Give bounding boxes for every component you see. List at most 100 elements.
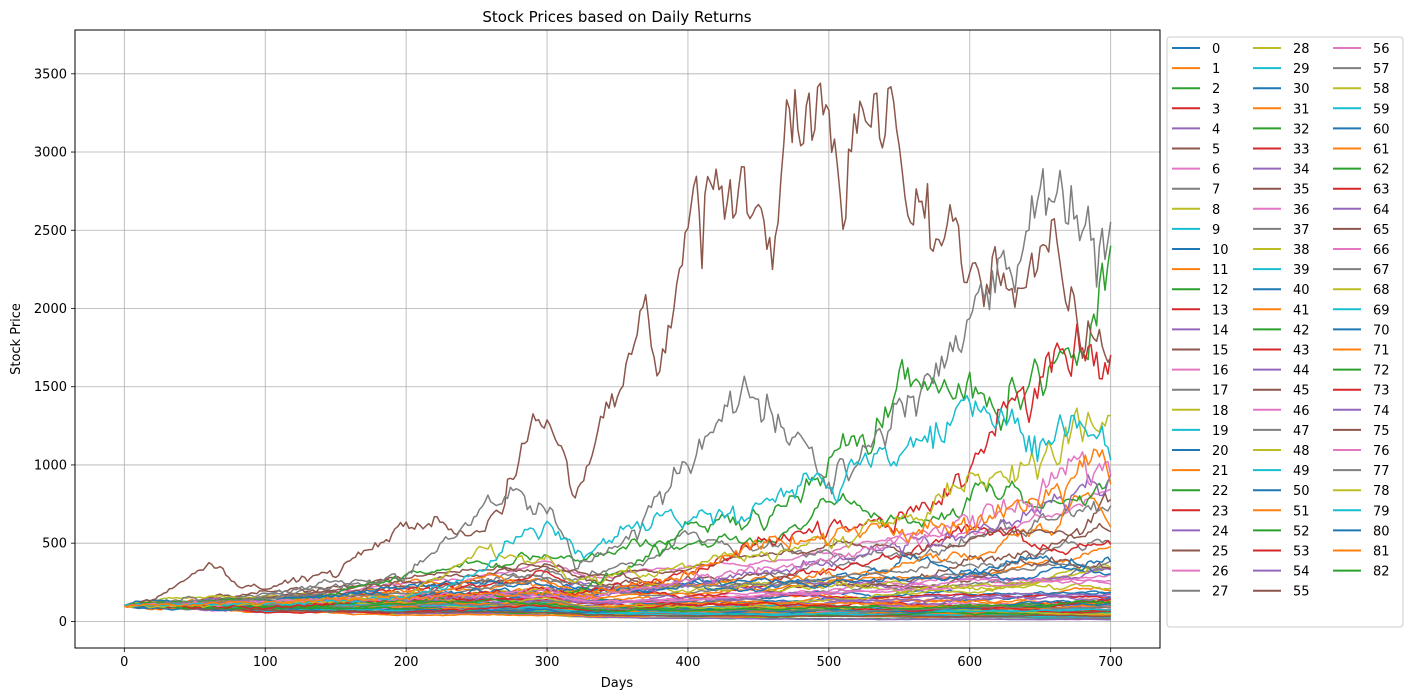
legend-label-57: 57 [1373,62,1390,77]
legend-label-61: 61 [1373,143,1390,158]
legend-label-45: 45 [1293,384,1310,399]
legend-label-37: 37 [1293,223,1310,238]
legend-label-15: 15 [1212,344,1229,359]
legend-label-67: 67 [1373,263,1390,278]
legend-label-54: 54 [1293,565,1310,580]
legend-label-21: 21 [1212,464,1229,479]
legend-label-10: 10 [1212,243,1229,258]
legend-label-36: 36 [1293,203,1310,218]
legend-label-71: 71 [1373,344,1390,359]
x-tick-label: 700 [1098,655,1123,670]
legend-label-24: 24 [1212,524,1229,539]
series-line-72 [123,479,1111,607]
legend-label-13: 13 [1212,303,1229,318]
legend-label-11: 11 [1212,263,1229,278]
series-line-35 [124,82,1112,607]
legend-label-79: 79 [1373,504,1390,519]
legend-label-82: 82 [1373,565,1390,580]
legend-label-34: 34 [1293,163,1310,178]
legend-label-50: 50 [1293,484,1310,499]
legend-label-60: 60 [1373,122,1390,137]
legend-label-19: 19 [1212,424,1229,439]
legend: 0123456789101112131415161718192021222324… [1166,36,1404,628]
legend-label-29: 29 [1293,62,1310,77]
series-lines [123,82,1112,621]
legend-label-40: 40 [1293,283,1310,298]
series-line-47 [124,500,1112,608]
series-line-76 [123,451,1112,608]
legend-label-58: 58 [1373,82,1390,97]
legend-label-30: 30 [1293,82,1310,97]
legend-label-69: 69 [1373,303,1390,318]
legend-label-20: 20 [1212,444,1229,459]
legend-label-35: 35 [1293,183,1310,198]
legend-label-65: 65 [1373,223,1390,238]
legend-label-8: 8 [1212,203,1220,218]
legend-label-68: 68 [1373,283,1390,298]
legend-label-22: 22 [1212,484,1229,499]
series-line-80 [124,556,1112,609]
legend-label-46: 46 [1293,404,1310,419]
series-line-66 [124,577,1111,607]
x-tick-label: 500 [816,655,841,670]
series-line-79 [124,394,1112,607]
legend-label-14: 14 [1212,323,1229,338]
legend-label-52: 52 [1293,524,1310,539]
legend-label-80: 80 [1373,524,1390,539]
legend-label-75: 75 [1373,424,1390,439]
legend-label-25: 25 [1212,545,1229,560]
x-tick-label: 600 [957,655,982,670]
series-line-37 [124,168,1112,607]
y-tick-label: 3000 [34,146,67,161]
legend-label-39: 39 [1293,263,1310,278]
legend-label-81: 81 [1373,545,1390,560]
legend-label-41: 41 [1293,303,1310,318]
legend-label-55: 55 [1293,585,1310,600]
legend-box [1166,36,1404,628]
legend-label-62: 62 [1373,163,1390,178]
legend-label-27: 27 [1212,585,1229,600]
series-line-65 [124,522,1112,607]
y-axis: 0 500 1000 1500 2000 2500 3000 3500 [34,67,75,630]
legend-label-44: 44 [1293,364,1310,379]
legend-label-47: 47 [1293,424,1310,439]
plot-frame [74,29,1161,649]
x-tick-label: 200 [394,655,419,670]
legend-label-42: 42 [1293,323,1310,338]
legend-label-3: 3 [1212,102,1220,117]
legend-label-78: 78 [1373,484,1390,499]
legend-label-38: 38 [1293,243,1310,258]
legend-label-56: 56 [1373,42,1390,57]
legend-label-76: 76 [1373,444,1390,459]
legend-label-32: 32 [1293,122,1310,137]
legend-label-1: 1 [1212,62,1220,77]
x-tick-label: 300 [535,655,560,670]
x-tick-label: 100 [253,655,278,670]
y-tick-label: 1000 [34,458,67,473]
legend-label-2: 2 [1212,82,1220,97]
legend-label-51: 51 [1293,504,1310,519]
legend-label-70: 70 [1373,323,1390,338]
legend-label-43: 43 [1293,344,1310,359]
x-tick-label: 400 [676,655,701,670]
legend-label-72: 72 [1373,364,1390,379]
legend-label-7: 7 [1212,183,1220,198]
y-tick-label: 3500 [34,67,67,82]
legend-label-74: 74 [1373,404,1390,419]
series-line-33 [124,323,1112,610]
legend-label-63: 63 [1373,183,1390,198]
legend-label-17: 17 [1212,384,1229,399]
series-line-75 [124,602,1111,618]
legend-label-0: 0 [1212,42,1220,57]
y-tick-label: 500 [42,537,67,552]
legend-label-9: 9 [1212,223,1220,238]
legend-label-12: 12 [1212,283,1229,298]
legend-label-53: 53 [1293,545,1310,560]
legend-label-33: 33 [1293,143,1310,158]
legend-label-4: 4 [1212,122,1220,137]
legend-label-6: 6 [1212,163,1220,178]
series-line-81 [123,448,1112,609]
y-tick-label: 2500 [34,224,67,239]
grid [75,30,1160,648]
